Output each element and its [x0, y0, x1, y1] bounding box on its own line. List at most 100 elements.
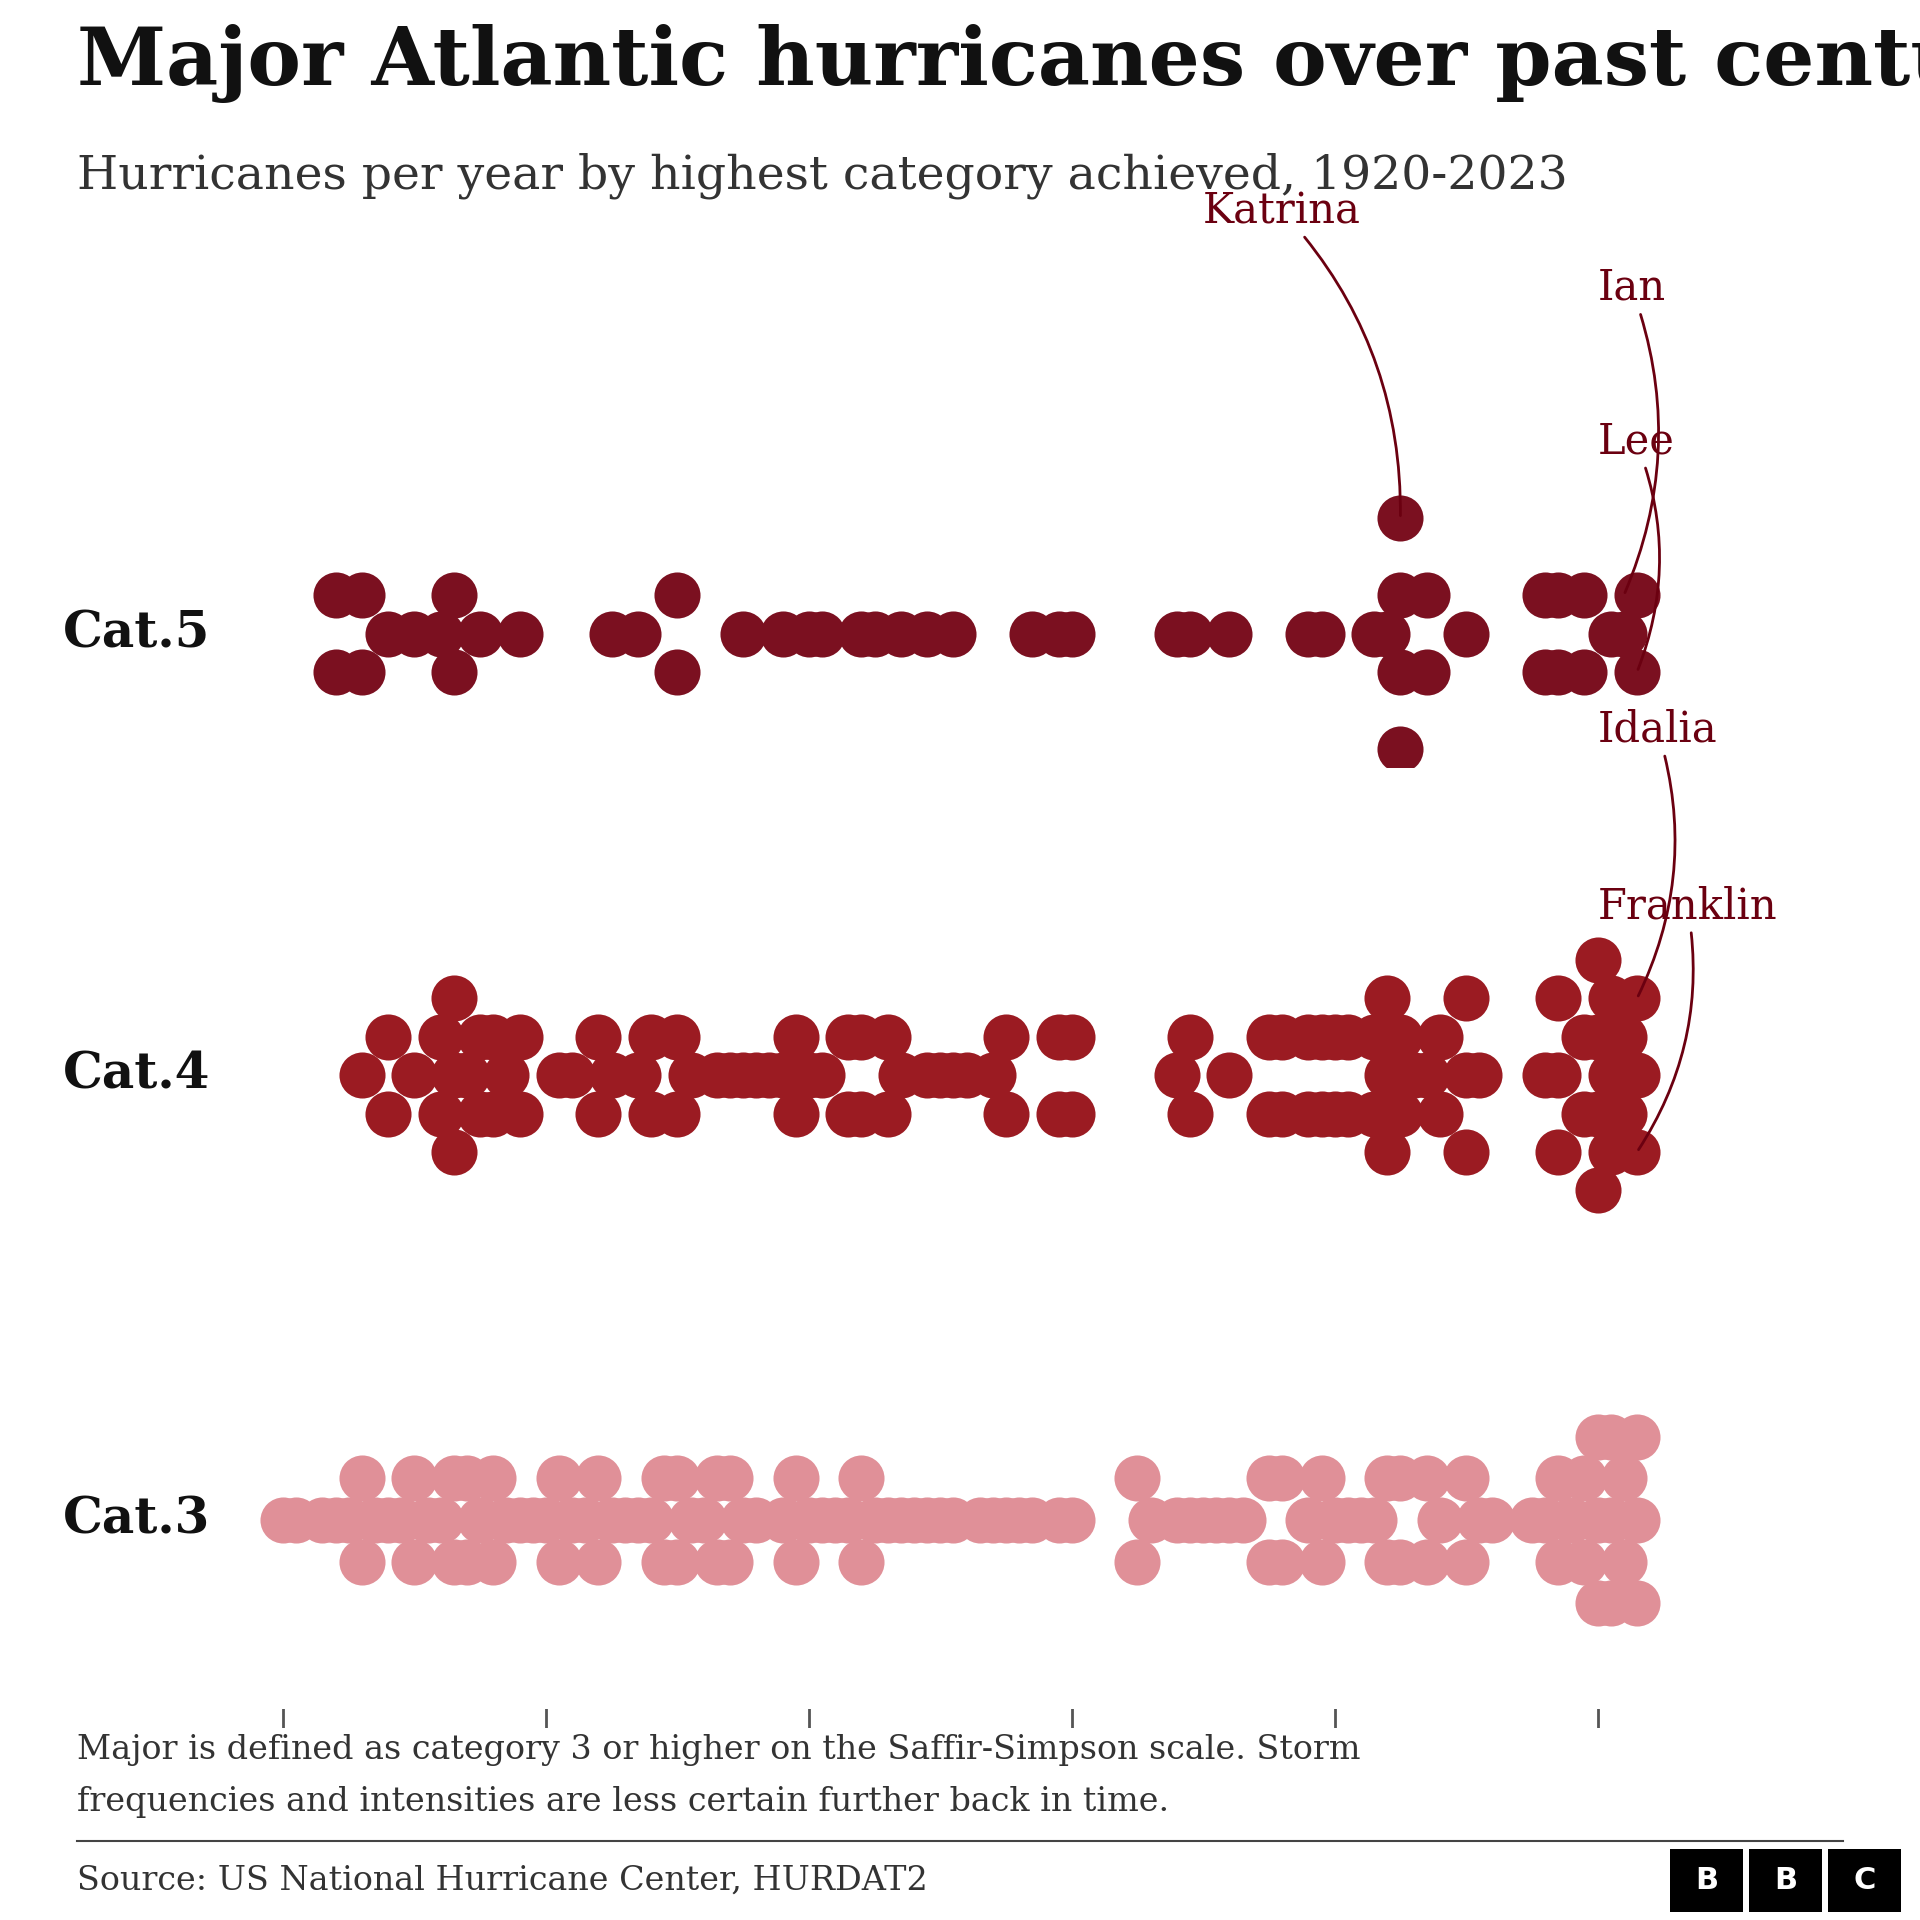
Text: Ian: Ian [1597, 267, 1667, 593]
Point [1292, 618, 1323, 649]
Point [977, 1060, 1008, 1091]
Point [1596, 1137, 1626, 1167]
Point [1609, 1098, 1640, 1129]
Point [1582, 945, 1613, 975]
Point [1622, 580, 1653, 611]
Point [1043, 1505, 1073, 1536]
Point [584, 1098, 614, 1129]
Point [1292, 1505, 1323, 1536]
Point [478, 1546, 509, 1576]
Point [662, 1098, 693, 1129]
Point [1544, 580, 1574, 611]
Point [438, 1463, 468, 1494]
Text: Cat.4: Cat.4 [63, 1050, 211, 1100]
Point [676, 1060, 707, 1091]
Point [899, 1505, 929, 1536]
Point [372, 618, 403, 649]
Point [1175, 1021, 1206, 1052]
Point [636, 1505, 666, 1536]
Point [1254, 1546, 1284, 1576]
Point [1202, 1505, 1233, 1536]
Point [1121, 1546, 1152, 1576]
Point [1306, 1098, 1336, 1129]
Point [1162, 1060, 1192, 1091]
Point [1609, 1021, 1640, 1052]
Point [543, 1463, 574, 1494]
Point [858, 618, 889, 649]
Point [1544, 1546, 1574, 1576]
Point [1043, 618, 1073, 649]
Point [912, 1060, 943, 1091]
Point [346, 1463, 376, 1494]
Point [597, 1060, 628, 1091]
Point [741, 1060, 772, 1091]
Point [465, 618, 495, 649]
Point [346, 580, 376, 611]
Point [1622, 1137, 1653, 1167]
Point [372, 1505, 403, 1536]
Point [701, 1060, 732, 1091]
Point [438, 1060, 468, 1091]
Point [622, 1060, 653, 1091]
Point [321, 580, 351, 611]
Point [806, 618, 837, 649]
Point [1384, 503, 1415, 534]
Point [820, 1505, 851, 1536]
Text: Idalia: Idalia [1597, 708, 1716, 996]
Point [1292, 1021, 1323, 1052]
Text: Cat.3: Cat.3 [63, 1496, 211, 1544]
Point [676, 1505, 707, 1536]
Point [872, 1098, 902, 1129]
Point [925, 1060, 956, 1091]
Point [1267, 1546, 1298, 1576]
Point [714, 1546, 745, 1576]
Point [636, 1021, 666, 1052]
Point [1332, 1505, 1363, 1536]
Point [426, 1021, 457, 1052]
Point [833, 1505, 864, 1536]
Point [451, 1060, 482, 1091]
Point [872, 1505, 902, 1536]
Text: Major Atlantic hurricanes over past century: Major Atlantic hurricanes over past cent… [77, 23, 1920, 104]
Point [1175, 1505, 1206, 1536]
Text: 1980: 1980 [1020, 1797, 1125, 1839]
Point [1056, 618, 1087, 649]
Text: B: B [1774, 1866, 1797, 1895]
Point [1359, 1505, 1390, 1536]
Point [426, 618, 457, 649]
Point [1267, 1021, 1298, 1052]
Point [399, 1060, 430, 1091]
Point [1622, 1421, 1653, 1452]
Point [662, 1463, 693, 1494]
Point [1452, 1137, 1482, 1167]
Point [399, 618, 430, 649]
Point [714, 1060, 745, 1091]
Point [1517, 1505, 1548, 1536]
Point [728, 1505, 758, 1536]
Point [438, 1546, 468, 1576]
Point [346, 1546, 376, 1576]
Point [780, 1021, 810, 1052]
Text: 1940: 1940 [493, 1797, 599, 1839]
Point [1056, 1021, 1087, 1052]
Point [1332, 1021, 1363, 1052]
Point [386, 1505, 417, 1536]
Point [1213, 1505, 1244, 1536]
Point [662, 580, 693, 611]
Point [346, 657, 376, 687]
Point [780, 1463, 810, 1494]
Point [478, 1098, 509, 1129]
Text: Franklin: Franklin [1597, 885, 1778, 1150]
Text: C: C [1853, 1866, 1876, 1895]
Point [912, 1505, 943, 1536]
Point [1544, 1137, 1574, 1167]
Point [465, 1098, 495, 1129]
Point [438, 657, 468, 687]
Point [1398, 1060, 1428, 1091]
Point [597, 618, 628, 649]
Point [1582, 1421, 1613, 1452]
Point [1425, 1021, 1455, 1052]
Point [584, 1021, 614, 1052]
Point [1175, 618, 1206, 649]
Point [478, 1463, 509, 1494]
